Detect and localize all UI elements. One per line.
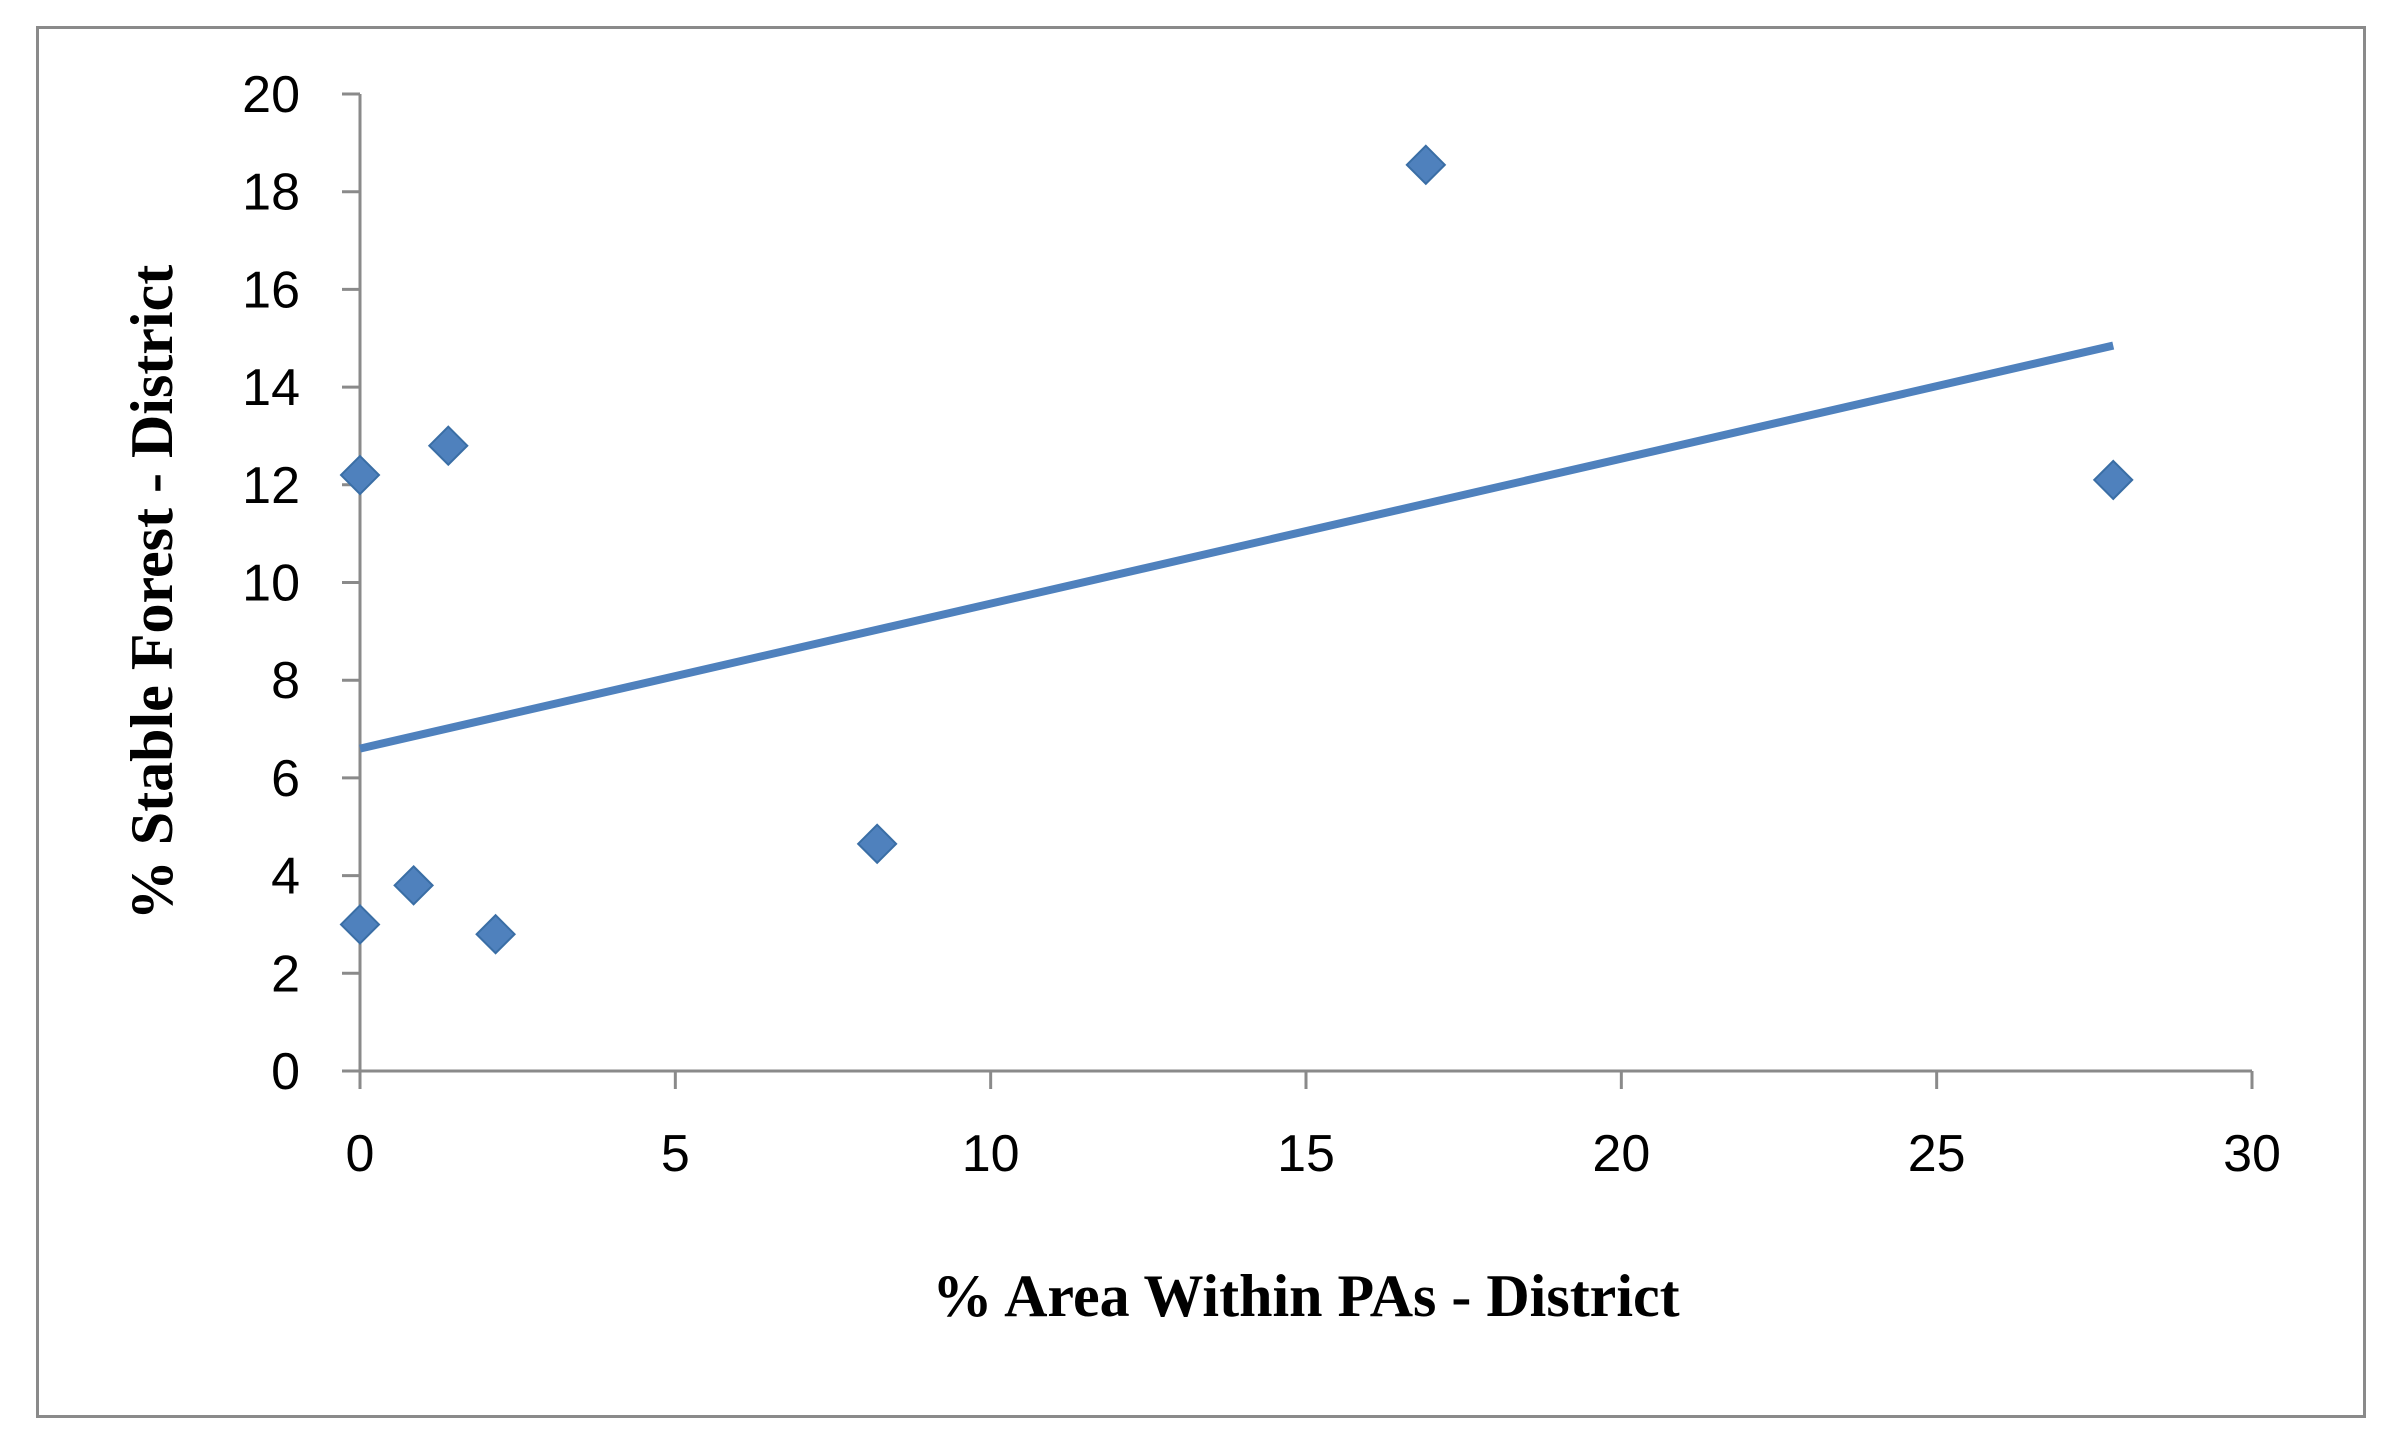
x-tick-label: 10 <box>962 1125 1020 1183</box>
y-tick-label: 2 <box>271 945 300 1003</box>
x-tick-label: 0 <box>346 1125 375 1183</box>
data-point-diamond <box>339 454 381 496</box>
y-tick-label: 10 <box>242 555 300 613</box>
y-axis-ticks: 0 2 4 6 8 10 12 14 16 18 20 <box>242 66 360 1101</box>
data-point-diamond <box>339 904 381 945</box>
y-tick-label: 18 <box>242 164 300 222</box>
trendline <box>359 341 2115 753</box>
x-axis-title: % Area Within PAs - District <box>932 1263 1679 1329</box>
data-point-diamond <box>475 913 517 955</box>
y-tick-label: 0 <box>271 1043 300 1101</box>
y-tick-label: 16 <box>242 261 300 319</box>
y-tick-label: 14 <box>242 359 300 417</box>
y-axis-title: % Stable Forest - District <box>119 265 185 920</box>
x-tick-label: 25 <box>1908 1125 1966 1183</box>
y-tick-label: 12 <box>242 457 300 515</box>
data-point-diamond <box>393 864 435 906</box>
data-point-diamond <box>427 425 469 467</box>
y-tick-label: 4 <box>271 848 300 906</box>
data-point-diamond <box>1405 144 1447 186</box>
axes: 0 2 4 6 8 10 12 14 16 18 20 0 5 10 15 20 25 30 <box>242 66 2281 1183</box>
data-points <box>339 144 2134 955</box>
y-tick-label: 8 <box>271 652 300 710</box>
x-tick-label: 5 <box>661 1125 690 1183</box>
x-tick-label: 20 <box>1592 1125 1650 1183</box>
x-axis-ticks: 0 5 10 15 20 25 30 <box>346 1071 2281 1183</box>
trendline-group <box>359 341 2115 753</box>
chart-frame <box>36 26 2366 1418</box>
data-point-diamond <box>2092 459 2134 501</box>
data-point-diamond <box>856 823 898 865</box>
x-tick-label: 15 <box>1277 1125 1335 1183</box>
y-tick-label: 20 <box>242 66 300 124</box>
y-tick-label: 6 <box>271 750 300 808</box>
x-tick-label: 30 <box>2223 1125 2281 1183</box>
